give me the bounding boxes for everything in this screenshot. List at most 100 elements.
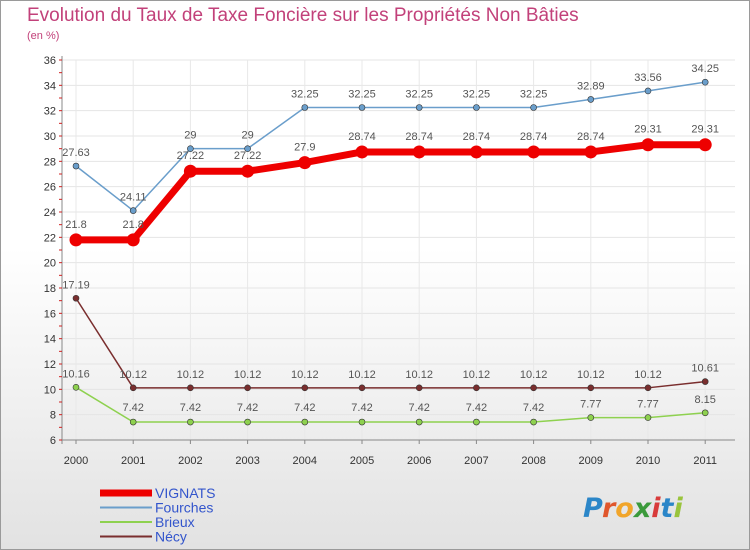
data-label: 10.12	[234, 369, 262, 381]
data-point	[412, 145, 426, 159]
data-label: 34.25	[691, 63, 719, 75]
y-tick-label: 12	[44, 359, 56, 371]
data-label: 10.12	[520, 369, 548, 381]
data-point	[187, 384, 194, 392]
data-point	[527, 145, 541, 159]
data-point	[415, 104, 423, 111]
y-tick-label: 28	[44, 156, 56, 168]
x-tick-label: 2011	[693, 455, 717, 467]
data-label: 7.42	[408, 402, 429, 414]
data-label: 10.16	[62, 368, 90, 380]
data-point	[129, 384, 137, 392]
data-label: 28.74	[520, 131, 548, 143]
series-line	[76, 141, 706, 244]
data-point	[301, 104, 309, 111]
data-label: 10.12	[119, 369, 147, 381]
data-label: 7.77	[580, 399, 601, 411]
data-label: 32.89	[577, 80, 605, 92]
x-tick-label: 2002	[178, 455, 202, 467]
y-axis-unit: (en %)	[27, 30, 60, 42]
data-label: 32.25	[520, 89, 548, 101]
x-tick-label: 2009	[579, 455, 603, 467]
data-point	[415, 418, 423, 426]
legend-label: Brieux	[155, 514, 195, 530]
y-tick-label: 34	[44, 80, 56, 92]
data-point	[72, 384, 80, 391]
data-label: 32.25	[348, 89, 376, 101]
series-line	[75, 81, 706, 212]
data-label: 32.25	[405, 89, 433, 101]
data-point	[126, 233, 140, 247]
data-label: 28.74	[405, 131, 433, 143]
data-label: 10.12	[405, 369, 433, 381]
data-label: 24.11	[120, 192, 147, 204]
data-label: 7.77	[637, 399, 658, 411]
data-label: 10.12	[463, 369, 491, 381]
data-point	[244, 145, 251, 152]
x-tick-label: 2000	[64, 455, 88, 467]
data-point	[187, 418, 194, 426]
data-point	[469, 145, 483, 159]
y-tick-label: 24	[44, 207, 56, 219]
y-tick-label: 8	[50, 410, 56, 422]
data-label: 33.56	[634, 72, 662, 84]
data-point	[530, 384, 537, 392]
data-point	[641, 138, 655, 152]
data-label: 7.42	[122, 402, 143, 414]
data-point	[187, 145, 194, 152]
chart-title: Evolution du Taux de Taxe Foncière sur l…	[27, 5, 579, 26]
data-label: 8.15	[694, 394, 715, 406]
data-point	[415, 384, 423, 392]
data-label: 10.61	[691, 363, 719, 375]
data-point	[587, 414, 595, 421]
svg-text:Proxiti: Proxiti	[583, 493, 683, 524]
y-tick-label: 32	[44, 106, 56, 118]
legend-label: VIGNATS	[155, 485, 215, 501]
data-label: 10.12	[634, 369, 662, 381]
y-tick-label: 6	[50, 435, 56, 447]
data-label: 10.12	[291, 369, 319, 381]
x-tick-label: 2003	[235, 455, 259, 467]
series-layer: 27.63 24.11 29 29 32.25 32.25 32.25 32.25 32.25 3…	[62, 63, 719, 426]
axes: 6 8 10 12 14 16 18 20 22 24 26 28 30 32 34 36 2000 2001 20…	[44, 55, 735, 467]
data-label: 29.31	[634, 124, 662, 136]
data-point	[584, 145, 598, 159]
data-point	[530, 104, 537, 111]
data-point	[644, 87, 652, 95]
data-label: 28.74	[463, 131, 491, 143]
data-point	[241, 164, 255, 178]
data-label: 7.42	[294, 402, 315, 414]
data-label: 7.42	[351, 402, 372, 414]
series-fourches: 27.63 24.11 29 29 32.25 32.25 32.25 32.25 32.25 3…	[62, 63, 719, 214]
data-label: 21.8	[65, 219, 86, 231]
data-point	[473, 104, 480, 111]
data-label: 10.12	[577, 369, 605, 381]
data-point	[701, 409, 709, 417]
data-label: 17.19	[62, 279, 90, 291]
data-point	[244, 384, 251, 392]
data-label: 32.25	[291, 89, 319, 101]
data-point	[473, 418, 480, 426]
x-tick-label: 2007	[464, 455, 488, 467]
data-point	[587, 96, 595, 103]
data-label: 7.42	[466, 402, 487, 414]
x-tick-label: 2008	[521, 455, 545, 467]
data-label: 29.31	[691, 124, 719, 136]
legend-label: Fourches	[155, 500, 213, 516]
data-label: 28.74	[348, 131, 376, 143]
series-line	[75, 297, 706, 389]
y-tick-label: 16	[44, 308, 56, 320]
data-point	[72, 162, 80, 170]
data-point	[72, 294, 80, 302]
data-point	[129, 418, 137, 426]
y-tick-label: 10	[44, 384, 56, 396]
data-label: 28.74	[577, 131, 605, 143]
data-label: 27.22	[234, 150, 262, 162]
data-label: 32.25	[463, 89, 491, 101]
data-point	[358, 384, 366, 392]
data-point	[530, 418, 537, 426]
data-point	[69, 233, 83, 247]
x-tick-label: 2004	[293, 455, 317, 467]
